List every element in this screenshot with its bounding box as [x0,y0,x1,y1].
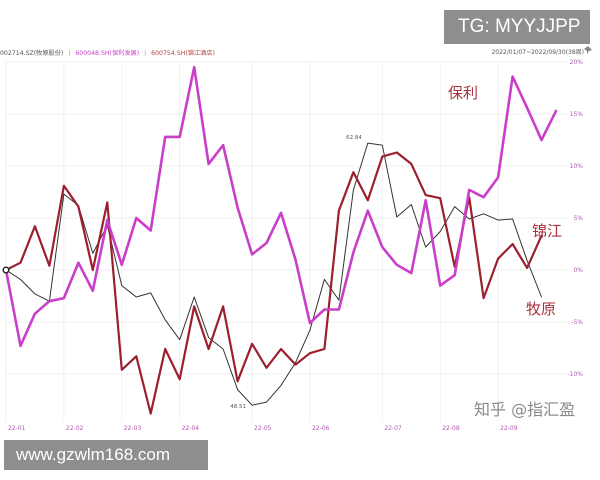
annotations: 62.84 48.51 [230,135,362,410]
zhihu-watermark: 知乎 @指汇盈 [474,400,576,419]
x-tick-labels: 22-01 22-02 22-03 22-04 22-05 22-06 22-07 22-08… [8,425,518,432]
x-tick-label: 22-02 [66,425,84,432]
series-line-muyuan[interactable] [5,142,542,406]
legend-entry-muyuan[interactable]: 002714.SZ(牧原股份) [0,49,63,57]
series-line-jinjiang[interactable] [4,151,543,415]
tg-badge: TG: MYYJJPP [444,10,590,44]
x-tick-label: 22-07 [384,425,402,432]
series-name-label: 锦江 [532,222,562,240]
y-tick-label: 15% [570,111,584,118]
series-name-label: 牧原 [526,300,556,318]
chart-header: 002714.SZ(牧原股份) | 600048.SH(保利发展) | 6007… [0,46,592,57]
y-tick-label: -5% [571,319,583,326]
x-tick-label: 22-09 [500,425,518,432]
x-tick-label: 22-03 [124,425,142,432]
series-name-label: 保利 [448,84,478,102]
legend-entry-jinjiang[interactable]: 600754.SH(锦江酒店) [151,49,215,57]
x-tick-label: 22-01 [8,425,26,432]
x-tick-label: 22-06 [312,425,330,432]
x-tick-label: 22-04 [182,425,200,432]
legend-line: 002714.SZ(牧原股份) | 600048.SH(保利发展) | 6007… [0,49,215,57]
y-tick-label: 0% [573,267,583,274]
y-tick-label: 20% [570,59,584,66]
legend-separator: | [144,50,146,57]
extreme-label: 48.51 [230,404,246,410]
grid-lines [5,61,568,422]
pin-icon[interactable] [584,46,592,54]
date-range: 2022/01/07~2022/09/30(38周) [491,49,584,56]
y-tick-labels: 20% 15% 10% 5% 0% -5% -10% [567,59,583,378]
legend-entry-poly[interactable]: 600048.SH(保利发展) [75,49,139,57]
site-badge: www.gzwlm168.com [4,440,208,470]
start-marker [2,266,10,274]
series-line-poly[interactable] [4,65,558,348]
legend-separator: | [68,50,70,57]
x-tick-label: 22-05 [254,425,272,432]
extreme-label: 62.84 [346,135,362,141]
y-tick-label: 10% [570,163,584,170]
y-tick-label: -10% [567,371,583,378]
x-tick-label: 22-08 [442,425,460,432]
y-tick-label: 5% [573,215,583,222]
plot-series [2,65,558,415]
